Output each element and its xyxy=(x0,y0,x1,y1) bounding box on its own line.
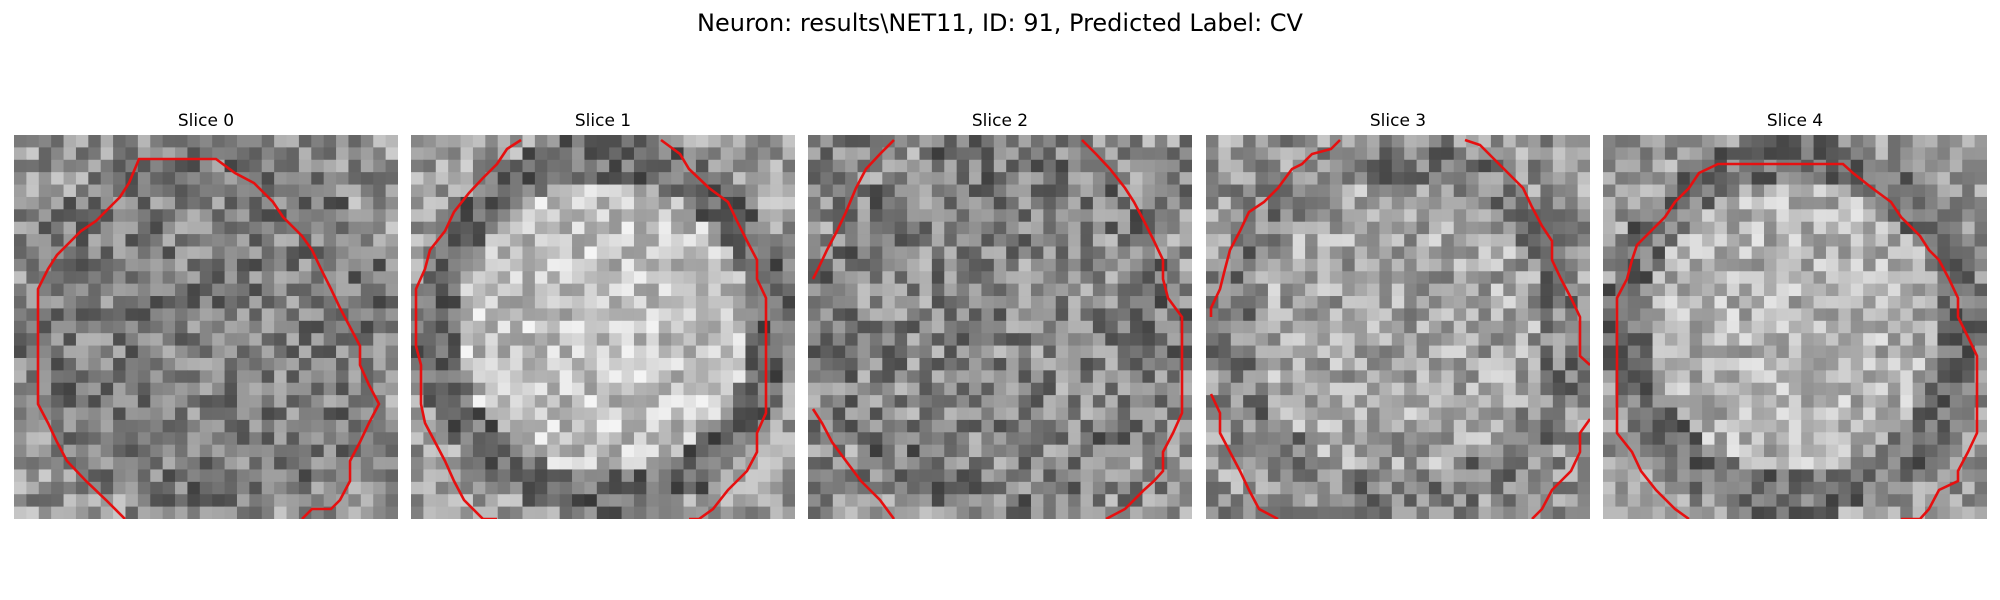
slice-image-4 xyxy=(1603,135,1987,519)
contour-line xyxy=(1209,393,1279,519)
contour-line xyxy=(414,138,522,519)
slice-pixels-0 xyxy=(14,135,398,519)
slice-panel-3: Slice 3 xyxy=(1206,110,1590,519)
slice-panel-2: Slice 2 xyxy=(808,110,1192,519)
slice-title-0: Slice 0 xyxy=(177,111,235,131)
slice-pixels-1 xyxy=(411,135,795,519)
slice-title-1: Slice 1 xyxy=(574,111,632,131)
figure-title: Neuron: results\NET11, ID: 91, Predicted… xyxy=(697,9,1303,37)
slice-title-2: Slice 2 xyxy=(971,111,1029,131)
slice-title-3: Slice 3 xyxy=(1369,111,1427,131)
slice-image-2 xyxy=(808,135,1192,519)
slice-pixels-2 xyxy=(808,135,1192,519)
slice-panel-0: Slice 0 xyxy=(14,110,398,519)
contour-line xyxy=(1081,139,1184,519)
slice-pixels-4 xyxy=(1603,135,1987,519)
slice-title-4: Slice 4 xyxy=(1766,111,1824,131)
slice-image-3 xyxy=(1206,135,1590,519)
contour-line xyxy=(811,139,895,280)
contour-line xyxy=(811,408,896,519)
slice-panel-1: Slice 1 xyxy=(411,110,795,519)
contour-line xyxy=(1615,162,1979,519)
contour-line xyxy=(1209,139,1341,317)
contour-line xyxy=(1531,418,1590,519)
contour-line xyxy=(36,157,381,519)
slice-pixels-3 xyxy=(1206,135,1590,519)
slice-panel-4: Slice 4 xyxy=(1603,110,1987,519)
contour-line xyxy=(1464,138,1590,366)
contour-line xyxy=(660,138,768,519)
slice-image-1 xyxy=(411,135,795,519)
slice-image-0 xyxy=(14,135,398,519)
